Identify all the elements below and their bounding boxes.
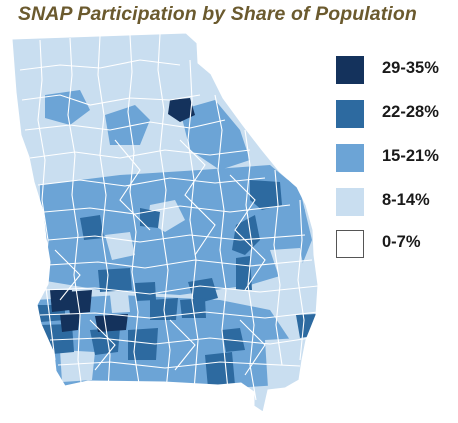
county-light-6 (60, 350, 95, 382)
county-dark-3 (250, 180, 282, 210)
county-light-3 (270, 248, 305, 280)
legend-label: 0-7% (382, 233, 421, 251)
legend-label: 29-35% (382, 59, 439, 77)
legend-item-15-21: 15-21% (336, 144, 458, 174)
county-shading (35, 90, 318, 390)
county-light-2 (105, 232, 135, 260)
map-title: SNAP Participation by Share of Populatio… (18, 3, 417, 25)
county-light-4 (110, 293, 130, 313)
county-region-north (105, 105, 150, 145)
county-dark-8 (135, 282, 156, 301)
county-light-5 (265, 338, 300, 388)
legend-swatch (336, 56, 364, 84)
legend-item-29-35: 29-35% (336, 56, 458, 86)
county-borders (19, 33, 318, 401)
legend-label: 15-21% (382, 147, 439, 165)
legend-swatch (336, 100, 364, 128)
state-outline (11, 32, 319, 413)
legend-label: 22-28% (382, 103, 439, 121)
legend-item-8-14: 8-14% (336, 188, 458, 218)
legend-item-22-28: 22-28% (336, 100, 458, 130)
county-dark-2 (140, 208, 160, 228)
legend-swatch (336, 188, 364, 216)
legend-swatch (336, 230, 364, 258)
county-darkest-2 (50, 290, 72, 312)
county-darkest-1 (168, 98, 195, 122)
legend-item-0-7: 0-7% (336, 230, 458, 260)
county-dark-14 (205, 352, 235, 388)
legend-label: 8-14% (382, 191, 430, 209)
county-darkest-4 (60, 314, 80, 332)
county-region-northwest (45, 90, 90, 125)
county-dark-1 (80, 215, 104, 240)
county-dark-6 (188, 278, 218, 304)
county-darkest-5 (95, 314, 128, 332)
county-darkest-3 (66, 290, 92, 314)
county-dark-4 (232, 215, 260, 255)
legend-swatch (336, 144, 364, 172)
county-dark-12 (90, 328, 120, 355)
